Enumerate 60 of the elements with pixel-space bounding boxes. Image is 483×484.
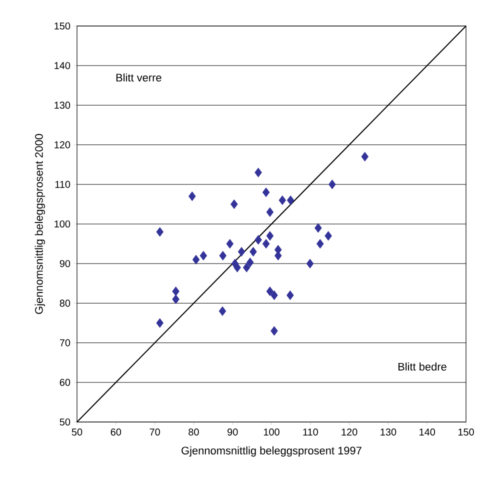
point xyxy=(230,199,238,209)
x-tick-label: 150 xyxy=(458,428,474,436)
point xyxy=(242,262,250,272)
y-tick-label: 140 xyxy=(54,62,70,70)
x-tick-label: 100 xyxy=(264,428,280,436)
y-tick-label: 70 xyxy=(60,339,70,346)
point xyxy=(266,286,274,296)
point xyxy=(234,262,241,272)
point xyxy=(270,326,278,336)
point xyxy=(278,195,286,206)
point xyxy=(262,239,270,249)
point xyxy=(172,286,180,296)
point xyxy=(172,294,180,304)
point xyxy=(316,239,324,249)
y-tick-label: 120 xyxy=(54,141,70,148)
y-tick-label: 130 xyxy=(54,102,70,109)
point xyxy=(246,258,254,268)
x-tick-label: 90 xyxy=(228,428,238,436)
y-tick-label: 80 xyxy=(60,300,70,307)
point xyxy=(192,254,200,264)
x-tick-label: 130 xyxy=(380,428,396,436)
x-tick-label: 60 xyxy=(110,428,122,436)
y-axis-title: Gjennomsnittlig beleggsprosent 2000 xyxy=(34,134,46,314)
point xyxy=(226,239,234,249)
point xyxy=(250,246,257,257)
point xyxy=(188,191,196,202)
point xyxy=(286,195,294,206)
point xyxy=(266,207,274,217)
point xyxy=(270,290,278,300)
point xyxy=(200,250,208,260)
x-axis-title: Gjennomsnittlig beleggsprosent 1997 xyxy=(182,446,362,457)
point xyxy=(254,235,262,245)
x-tick-label: 140 xyxy=(420,428,436,436)
point xyxy=(156,227,164,237)
point xyxy=(238,246,246,257)
y-tick-label: 60 xyxy=(60,378,70,386)
point xyxy=(218,306,226,316)
y-tick-label: 150 xyxy=(54,22,70,30)
y-tick-label: 50 xyxy=(60,418,70,426)
x-tick-label: 120 xyxy=(342,428,358,436)
point xyxy=(361,152,369,162)
point xyxy=(219,250,227,260)
x-tick-label: 70 xyxy=(150,428,160,436)
x-tick-label: 110 xyxy=(303,428,318,436)
point xyxy=(156,318,164,328)
point xyxy=(328,180,336,190)
annotation: Blitt verre xyxy=(116,73,162,82)
point xyxy=(262,188,270,198)
y-tick-label: 100 xyxy=(54,220,70,228)
x-tick-label: 80 xyxy=(188,428,199,436)
point xyxy=(286,290,294,300)
y-tick-label: 90 xyxy=(60,260,70,268)
x-tick-label: 50 xyxy=(72,428,82,436)
point xyxy=(306,258,314,268)
point xyxy=(266,231,274,241)
y-tick-label: 110 xyxy=(55,180,70,188)
point xyxy=(324,231,332,241)
point xyxy=(254,168,262,178)
point xyxy=(314,223,322,233)
annotation: Blitt bedre xyxy=(398,362,446,371)
